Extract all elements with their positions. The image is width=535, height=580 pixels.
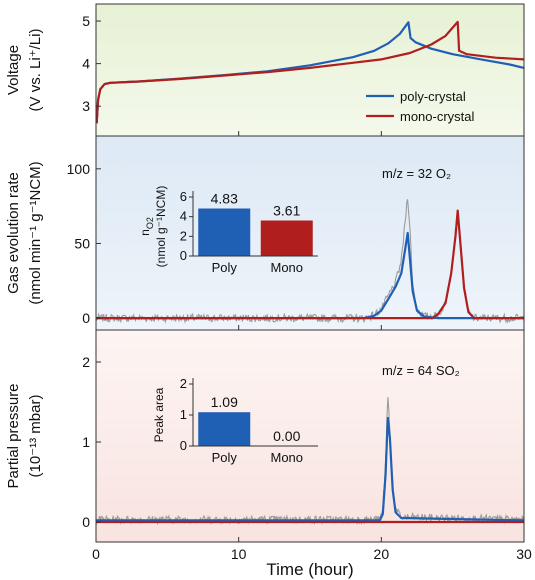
legend-label-poly: poly-crystal bbox=[400, 89, 466, 104]
o2-inset-category-label: Poly bbox=[212, 260, 238, 275]
o2-inset-bar-mono bbox=[260, 220, 313, 256]
so2-inset-bar-value: 0.00 bbox=[273, 428, 300, 444]
so2-inset-bar-value: 1.09 bbox=[211, 394, 238, 410]
o2-inset-bar-value: 4.83 bbox=[211, 191, 238, 207]
o2-ytick-label: 0 bbox=[82, 310, 90, 326]
x-tick-label: 0 bbox=[92, 546, 100, 562]
panel-voltage: 3 4 5 bbox=[82, 13, 525, 136]
so2-panel-bg bbox=[96, 330, 524, 542]
so2-inset: 1.09 Poly 0.00 Mono 0 1 2 Peak area bbox=[152, 376, 318, 465]
x-axis-label: Time (hour) bbox=[266, 560, 353, 579]
o2-inset-category-label: Mono bbox=[270, 260, 303, 275]
so2-panel-frame bbox=[95, 329, 525, 543]
o2-inset-ytick-label: 0 bbox=[180, 248, 187, 263]
o2-inset-ytick-label: 4 bbox=[180, 209, 187, 224]
o2-inset-ylabel-line2: (nmol g⁻¹NCM) bbox=[154, 186, 168, 268]
so2-ytick-label: 2 bbox=[82, 354, 90, 370]
so2-poly-crystal-line bbox=[96, 416, 525, 522]
so2-inset-ytick-label: 2 bbox=[180, 376, 187, 391]
o2-inset-ytick-label: 2 bbox=[180, 228, 187, 243]
o2-ylabel-line2: (nmol min⁻¹ g⁻¹NCM) bbox=[27, 161, 44, 304]
o2-ytick-label: 100 bbox=[67, 161, 91, 177]
x-tick-label: 30 bbox=[516, 546, 532, 562]
panel-so2: 0 1 2 1.09 Poly 0.00 Mono 0 1 2 Peak area bbox=[82, 354, 525, 542]
so2-inset-ytick-label: 0 bbox=[180, 438, 187, 453]
x-tick-label: 10 bbox=[231, 546, 247, 562]
so2-ylabel-line2: (10⁻¹³ mbar) bbox=[27, 395, 44, 478]
legend: poly-crystal mono-crystal bbox=[366, 89, 475, 124]
so2-ytick-label: 1 bbox=[82, 434, 90, 450]
x-tick-label: 20 bbox=[374, 546, 390, 562]
o2-ylabel-line1: Gas evolution rate bbox=[5, 172, 22, 294]
legend-label-mono: mono-crystal bbox=[400, 109, 475, 124]
so2-inset-ytick-label: 1 bbox=[180, 407, 187, 422]
o2-inset-bar-value: 3.61 bbox=[273, 203, 300, 219]
so2-ytick-label: 0 bbox=[82, 514, 90, 530]
voltage-ytick-label: 4 bbox=[82, 56, 90, 72]
o2-poly-crystal-line bbox=[96, 231, 524, 320]
so2-inset-category-label: Mono bbox=[270, 450, 303, 465]
voltage-ylabel-line2: (V vs. Li⁺/Li) bbox=[27, 29, 44, 112]
voltage-ytick-label: 3 bbox=[82, 98, 90, 114]
o2-inset-bar-poly bbox=[198, 208, 251, 256]
voltage-ytick-label: 5 bbox=[82, 13, 90, 29]
so2-raw-trace bbox=[95, 397, 525, 526]
o2-annotation: m/z = 32 O₂ bbox=[382, 166, 451, 181]
o2-ytick-label: 50 bbox=[74, 235, 90, 251]
so2-ylabel-line1: Partial pressure bbox=[5, 383, 22, 488]
o2-inset-ytick-label: 6 bbox=[180, 189, 187, 204]
so2-annotation: m/z = 64 SO₂ bbox=[382, 363, 460, 378]
voltage-mono-crystal-line bbox=[95, 20, 525, 124]
so2-inset-ylabel-line1: Peak area bbox=[152, 387, 166, 442]
so2-inset-bar-poly bbox=[198, 412, 251, 446]
o2-mono-crystal-line bbox=[96, 209, 524, 320]
so2-inset-category-label: Poly bbox=[212, 450, 238, 465]
voltage-ylabel-line1: Voltage bbox=[5, 45, 22, 95]
